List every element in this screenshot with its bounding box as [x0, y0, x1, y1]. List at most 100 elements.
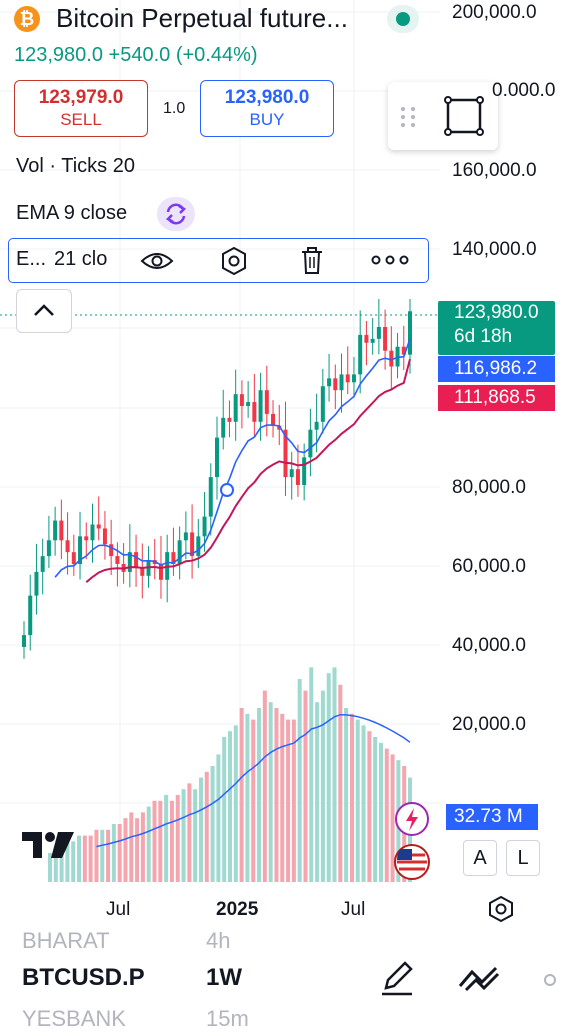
partial-icon[interactable] — [540, 970, 560, 990]
candle-body — [277, 425, 282, 430]
market-status-icon[interactable] — [387, 5, 419, 33]
ghost-interval-above[interactable]: 4h — [206, 928, 231, 953]
more-icon[interactable] — [370, 253, 410, 267]
refresh-icon[interactable] — [157, 197, 195, 231]
candle-body — [196, 536, 201, 557]
last-price-value: 123,980.0 — [454, 302, 539, 323]
candle — [190, 504, 195, 579]
rectangle-tool-icon[interactable] — [444, 96, 484, 138]
ema21-label: 21 clo — [54, 248, 108, 270]
drawing-tool-panel[interactable] — [388, 82, 498, 150]
candle — [59, 499, 64, 560]
buy-price: 123,980.0 — [224, 87, 310, 108]
symbol-selector[interactable]: BTCUSD.P — [22, 964, 145, 991]
candle-body — [295, 469, 300, 485]
interval-selector[interactable]: 1W — [206, 964, 242, 991]
ema21-short-name: E... — [16, 248, 47, 270]
trend-drawing-icon[interactable] — [456, 962, 502, 994]
price-axis-label: 80,000.0 — [452, 477, 526, 498]
candle — [358, 310, 363, 394]
symbol-title[interactable]: Bitcoin Perpetual future... — [56, 3, 348, 33]
settings-icon[interactable] — [219, 245, 249, 277]
candle-body — [109, 544, 114, 557]
crosshair-marker[interactable] — [220, 483, 234, 497]
candle-body — [208, 477, 213, 517]
candle-body — [408, 311, 412, 355]
candle — [258, 372, 263, 441]
buy-button[interactable]: 123,980.0 BUY — [200, 80, 334, 137]
candle — [233, 369, 238, 441]
candle-body — [221, 417, 226, 438]
volume-bar — [82, 835, 87, 882]
candle — [102, 511, 107, 560]
candle-body — [171, 552, 176, 564]
drag-handle-icon[interactable] — [388, 82, 498, 150]
volume-tag: 32.73 M — [446, 804, 538, 830]
volume-bar — [100, 829, 105, 882]
eye-icon[interactable] — [139, 247, 175, 275]
lightning-icon[interactable] — [394, 801, 430, 837]
trash-icon[interactable] — [299, 245, 325, 277]
candle — [327, 353, 332, 402]
volume-bar — [326, 673, 331, 882]
candle — [351, 357, 356, 398]
candle-body — [102, 528, 107, 545]
candle — [215, 416, 219, 500]
sell-button[interactable]: 123,979.0 SELL — [14, 80, 148, 137]
volume-bar — [222, 737, 227, 882]
pencil-icon[interactable] — [378, 958, 416, 998]
candle-body — [252, 402, 257, 422]
volume-bar — [378, 742, 383, 882]
sell-label: SELL — [60, 110, 102, 129]
candle-body — [289, 469, 294, 478]
candle-body — [134, 552, 139, 568]
candle — [227, 400, 232, 438]
candle — [283, 401, 288, 497]
candle-body — [376, 327, 381, 339]
volume-bar — [59, 847, 64, 882]
candle-body — [34, 571, 39, 596]
ghost-interval-below[interactable]: 15m — [206, 1006, 249, 1031]
candle — [183, 511, 188, 560]
ema9-indicator-label[interactable]: EMA 9 close — [16, 202, 128, 224]
spread-value: 1.0 — [163, 100, 186, 117]
volume-bar — [268, 702, 273, 882]
volume-bar — [286, 719, 291, 882]
volume-bar — [297, 679, 302, 882]
auto-scale-button[interactable]: A — [463, 840, 497, 876]
candle — [246, 381, 251, 418]
ema21-indicator-row[interactable]: E... 21 clo — [8, 238, 429, 283]
volume-bar — [77, 835, 82, 882]
candle — [395, 332, 400, 379]
ghost-symbol-above[interactable]: BHARAT — [22, 928, 110, 953]
candle — [65, 512, 70, 575]
volume-bar — [349, 713, 354, 882]
candle — [221, 389, 226, 450]
ghost-symbol-below[interactable]: YESBANK — [22, 1006, 126, 1031]
price-axis-label: 160,000.0 — [452, 160, 537, 181]
candle — [383, 309, 388, 370]
chart-settings-icon[interactable] — [486, 894, 516, 924]
candle — [40, 538, 45, 595]
us-flag-icon[interactable] — [393, 843, 431, 881]
collapse-legend-button[interactable] — [16, 289, 72, 333]
price-axis-label: 40,000.0 — [452, 635, 526, 656]
volume-bar — [53, 847, 58, 882]
volume-bar — [164, 795, 169, 882]
log-scale-button[interactable]: L — [506, 840, 540, 876]
volume-bar — [338, 684, 343, 882]
volume-indicator-label[interactable]: Vol · Ticks 20 — [16, 155, 135, 177]
candle-body — [71, 552, 76, 564]
volume-bar — [344, 708, 349, 882]
candle-body — [65, 540, 70, 553]
candle-body — [190, 532, 195, 557]
volume-bar — [257, 708, 262, 882]
time-axis-label: Jul — [341, 899, 366, 920]
candle-body — [258, 390, 263, 422]
candle — [165, 534, 170, 603]
candle-body — [320, 386, 325, 422]
volume-bar — [390, 754, 395, 882]
candle — [196, 518, 201, 568]
candle — [90, 503, 95, 563]
